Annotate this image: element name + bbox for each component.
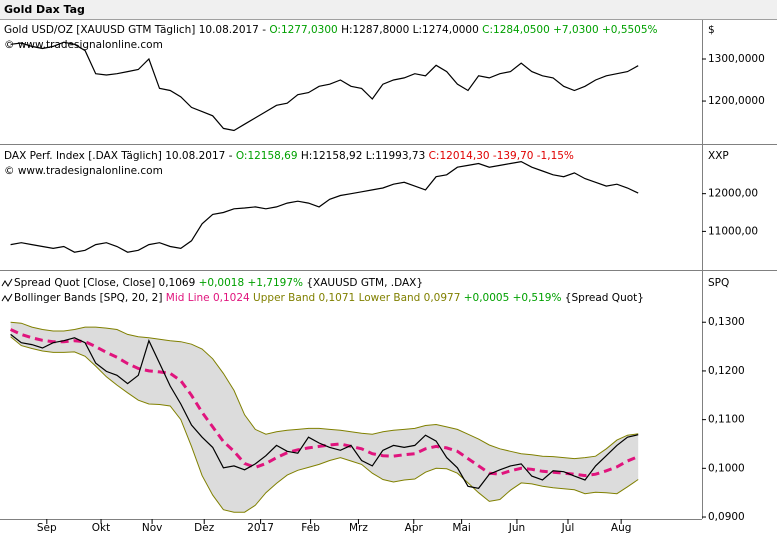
legend-segment: C:12014,30 -139,70 -1,15%	[429, 150, 574, 162]
axis-unit: $	[708, 24, 715, 36]
legend-text: Spread Quot [Close, Close] 0,1069 +0,001…	[14, 277, 423, 289]
legend-text: Gold USD/OZ [XAUUSD GTM Täglich] 10.08.2…	[4, 24, 658, 36]
y-tick-label: 0,1000	[708, 462, 745, 474]
x-tick-label: Sep	[37, 522, 57, 534]
legend-text: Bollinger Bands [SPQ, 20, 2] Mid Line 0,…	[14, 292, 644, 304]
y-tick-label: 0,0900	[708, 511, 745, 523]
legend-segment: +0,0005 +0,519%	[460, 292, 561, 304]
x-tick-label: Okt	[92, 522, 110, 534]
x-tick-label: Mrz	[349, 522, 368, 534]
window-title: Gold Dax Tag	[0, 0, 777, 20]
legend-segment: DAX Perf. Index [.DAX Täglich] 10.08.201…	[4, 150, 236, 162]
legend-segment: Mid Line 0,1024	[166, 292, 250, 304]
legend-segment: {Spread Quot}	[561, 292, 643, 304]
price-line	[10, 333, 639, 489]
axis-unit: SPQ	[708, 277, 729, 289]
x-tick-label: Feb	[301, 522, 320, 534]
icon	[1, 293, 13, 302]
y-tick-label: 0,1200	[708, 365, 745, 377]
legend-segment: O:12158,69	[236, 150, 298, 162]
axis-unit: XXP	[708, 150, 729, 162]
x-tick-label: Mai	[452, 522, 470, 534]
legend-text: © www.tradesignalonline.com	[4, 39, 163, 51]
band-fill	[10, 322, 639, 513]
lower-band	[10, 336, 639, 513]
x-tick-label: Nov	[142, 522, 163, 534]
legend-segment: {XAUUSD GTM, .DAX}	[303, 277, 423, 289]
legend-segment: H:12158,92 L:11993,73	[298, 150, 429, 162]
x-tick-label: Jul	[561, 522, 575, 534]
y-tick-label: 12000,00	[708, 188, 758, 200]
legend-segment: Bollinger Bands [SPQ, 20, 2]	[14, 292, 166, 304]
chart: Gold USD/OZ [XAUUSD GTM Täglich] 10.08.2…	[0, 20, 777, 535]
legend-segment: Upper Band 0,1071	[250, 292, 356, 304]
legend-segment: H:1287,8000 L:1274,0000	[338, 24, 482, 36]
x-tick-label: Jun	[508, 522, 525, 534]
y-tick-label: 11000,00	[708, 225, 758, 237]
x-tick-label: 2017	[247, 522, 274, 534]
x-tick-label: Apr	[405, 522, 424, 534]
legend-segment: Spread Quot [Close, Close] 0,1069	[14, 277, 199, 289]
upper-band	[10, 321, 639, 460]
legend-segment: © www.tradesignalonline.com	[4, 165, 163, 177]
y-tick-label: 0,1100	[708, 414, 745, 426]
y-tick-label: 1200,0000	[708, 95, 765, 107]
y-tick-label: 0,1300	[708, 316, 745, 328]
legend-segment: C:1284,0500 +7,0300 +0,5505%	[482, 24, 657, 36]
x-tick-label: Aug	[611, 522, 632, 534]
legend-segment: +0,0018 +1,7197%	[199, 277, 303, 289]
legend-segment: © www.tradesignalonline.com	[4, 39, 163, 51]
price-line	[10, 160, 639, 253]
icon	[1, 278, 13, 287]
x-tick-label: Dez	[194, 522, 215, 534]
y-tick-label: 1300,0000	[708, 53, 765, 65]
legend-segment: O:1277,0300	[269, 24, 337, 36]
legend-segment: Lower Band 0,0977	[355, 292, 460, 304]
legend-text: DAX Perf. Index [.DAX Täglich] 10.08.201…	[4, 150, 574, 162]
price-line	[10, 41, 639, 132]
legend-text: © www.tradesignalonline.com	[4, 165, 163, 177]
legend-segment: Gold USD/OZ [XAUUSD GTM Täglich] 10.08.2…	[4, 24, 269, 36]
